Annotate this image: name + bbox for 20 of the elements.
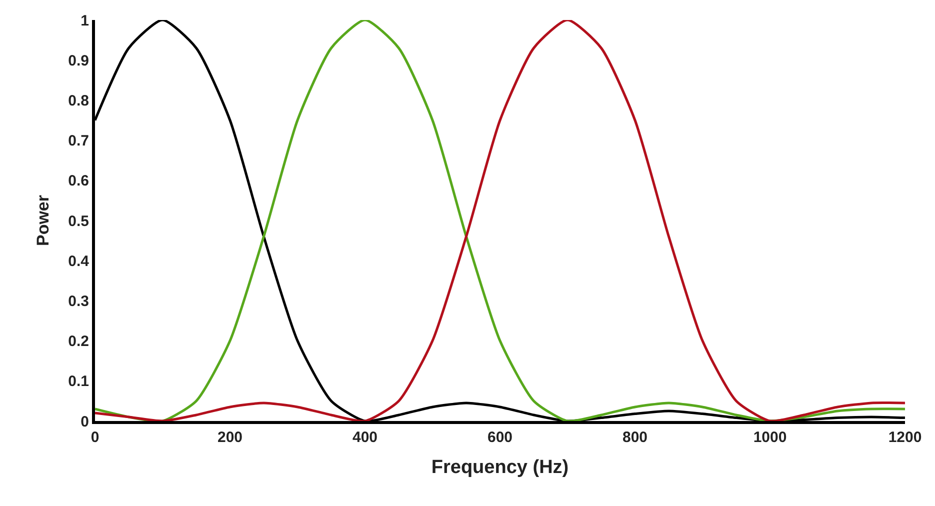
y-tick-label: 0.1: [68, 373, 89, 390]
x-axis-title: Frequency (Hz): [431, 456, 569, 478]
x-tick-label: 1200: [888, 429, 922, 446]
y-tick-label: 0.8: [68, 92, 89, 110]
x-tick-label: 400: [352, 429, 378, 446]
x-tick-label: 1000: [753, 429, 787, 446]
y-tick-label: 0: [80, 413, 89, 430]
y-tick-label: 1: [80, 12, 89, 30]
x-tick-label: 600: [487, 429, 513, 446]
y-tick-label: 0.7: [68, 132, 89, 150]
x-tick-label: 800: [622, 429, 648, 446]
y-tick-label: 0.3: [68, 292, 89, 310]
line-series: [95, 20, 905, 421]
y-tick-label: 0.4: [68, 252, 90, 270]
y-tick-label: 0.9: [68, 52, 89, 70]
y-tick-label: 0.6: [68, 172, 89, 190]
y-tick-label: 0.2: [68, 333, 89, 350]
x-tick-label: 200: [217, 429, 243, 446]
y-tick-label: 0.5: [68, 212, 89, 230]
y-axis-title: Power: [34, 194, 53, 246]
